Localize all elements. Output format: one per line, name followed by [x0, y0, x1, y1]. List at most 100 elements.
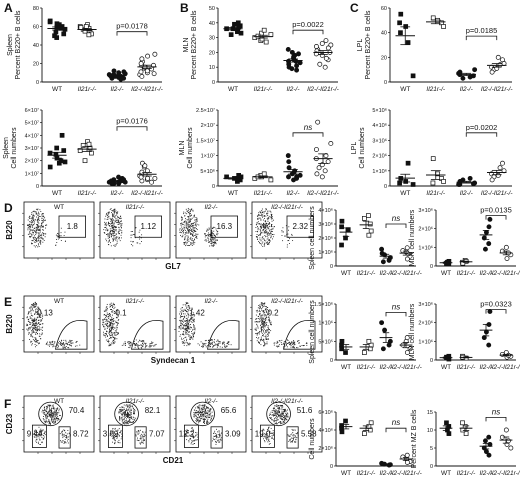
event-dot [263, 341, 265, 343]
event-dot [30, 306, 32, 308]
data-point [289, 66, 295, 72]
event-dot [39, 323, 40, 325]
event-dot [112, 309, 114, 311]
event-dot [111, 224, 113, 226]
event-dot [114, 442, 116, 444]
event-dot [112, 441, 114, 443]
event-dot [261, 329, 263, 331]
event-dot [66, 436, 67, 438]
event-dot [113, 438, 115, 440]
data-point [380, 259, 386, 265]
event-dot [190, 312, 192, 314]
event-dot [36, 313, 38, 315]
event-dot [273, 421, 275, 423]
event-dot [208, 344, 210, 346]
event-dot [261, 308, 263, 309]
event-dot [212, 245, 213, 247]
data-point [495, 54, 501, 60]
event-dot [178, 326, 180, 328]
event-dot [271, 224, 273, 226]
event-dot [181, 236, 183, 238]
event-dot [62, 347, 64, 349]
event-dot [261, 237, 263, 239]
data-point [109, 181, 115, 186]
event-dot [206, 407, 207, 409]
event-dot [218, 434, 220, 436]
event-dot [282, 420, 284, 422]
event-dot [114, 244, 116, 246]
event-dot [35, 321, 37, 323]
event-dot [33, 323, 35, 325]
event-dot [60, 232, 62, 234]
event-dot [134, 408, 136, 410]
event-dot [265, 240, 267, 242]
event-dot [122, 411, 124, 413]
event-dot [35, 231, 37, 233]
event-dot [292, 240, 294, 242]
event-dot [261, 340, 263, 341]
event-dot [194, 223, 196, 225]
event-dot [34, 326, 36, 328]
event-dot [119, 432, 121, 434]
y-tick-label: 1×10⁶ [372, 168, 387, 175]
x-tick-label: Il2-/- [460, 190, 474, 197]
event-dot [111, 228, 113, 230]
event-dot [105, 214, 107, 216]
event-dot [113, 318, 115, 319]
event-dot [274, 342, 276, 344]
event-dot [114, 439, 116, 441]
event-dot [217, 431, 219, 433]
gate-percentage-left: 3.69 [103, 429, 119, 438]
event-dot [200, 419, 202, 421]
event-dot [274, 420, 276, 422]
event-dot [75, 341, 77, 343]
event-dot [185, 323, 187, 325]
event-dot [187, 329, 189, 331]
event-dot [186, 326, 188, 328]
event-dot [117, 441, 119, 443]
event-dot [287, 414, 289, 416]
event-dot [255, 231, 257, 232]
event-dot [212, 245, 214, 247]
event-dot [192, 314, 193, 316]
event-dot [263, 345, 265, 347]
event-dot [267, 330, 269, 332]
event-dot [263, 244, 265, 246]
event-dot [201, 405, 203, 407]
event-dot [272, 414, 274, 416]
event-dot [257, 226, 258, 227]
event-dot [265, 209, 267, 211]
event-dot [210, 342, 212, 344]
event-dot [183, 333, 184, 335]
event-dot [182, 236, 184, 238]
event-dot [266, 341, 268, 343]
event-dot [38, 233, 40, 235]
event-dot [105, 325, 107, 326]
event-dot [287, 343, 289, 345]
event-dot [206, 230, 208, 232]
event-dot [66, 437, 68, 439]
event-dot [212, 239, 213, 241]
data-point [467, 175, 473, 181]
event-dot [113, 209, 115, 211]
event-dot [179, 321, 181, 323]
event-dot [40, 334, 42, 336]
event-dot [102, 319, 104, 321]
event-dot [40, 316, 42, 318]
event-dot [184, 329, 186, 331]
event-dot [62, 434, 64, 436]
event-dot [65, 341, 67, 343]
event-dot [257, 221, 259, 223]
event-dot [287, 409, 288, 411]
event-dot [219, 433, 221, 435]
gate-percentage: 1.42 [189, 309, 205, 318]
event-dot [268, 426, 269, 428]
event-dot [33, 236, 35, 238]
event-dot [261, 213, 263, 215]
data-point [285, 153, 291, 159]
event-dot [194, 234, 196, 236]
event-dot [49, 344, 51, 346]
event-dot [108, 316, 110, 318]
event-dot [275, 415, 277, 417]
